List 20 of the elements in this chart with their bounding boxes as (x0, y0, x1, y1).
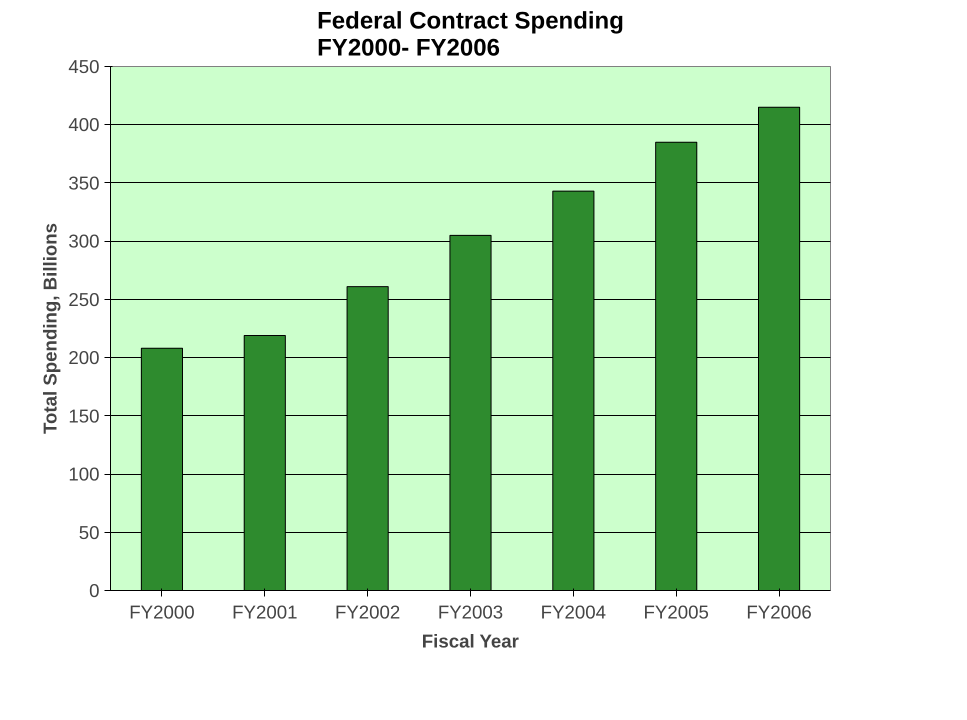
chart-title: Federal Contract Spending FY2000- FY2006 (317, 8, 624, 62)
x-tick-label: FY2005 (644, 602, 709, 622)
x-tick-label: FY2003 (438, 602, 504, 622)
x-tick-label: FY2004 (540, 602, 606, 622)
x-axis-title: Fiscal Year (422, 630, 519, 652)
x-tick-label: FY2006 (746, 602, 812, 622)
y-tick-label: 300 (68, 230, 100, 252)
y-tick-label: 400 (68, 114, 100, 136)
y-tick-label: 100 (68, 464, 100, 485)
x-tick-label: FY2000 (129, 602, 195, 622)
x-tick-label: FY2002 (334, 602, 400, 622)
y-tick-label: 50 (78, 522, 100, 543)
y-tick-label: 450 (68, 56, 100, 77)
y-tick-label: 150 (68, 405, 100, 426)
y-tick-label: 250 (68, 288, 100, 310)
y-tick-label: 350 (68, 172, 100, 194)
y-axis-title: Total Spending, Billions (39, 222, 60, 434)
x-tick-label: FY2001 (232, 602, 298, 622)
y-tick-label: 0 (89, 580, 100, 601)
y-tick-label: 200 (68, 347, 100, 368)
